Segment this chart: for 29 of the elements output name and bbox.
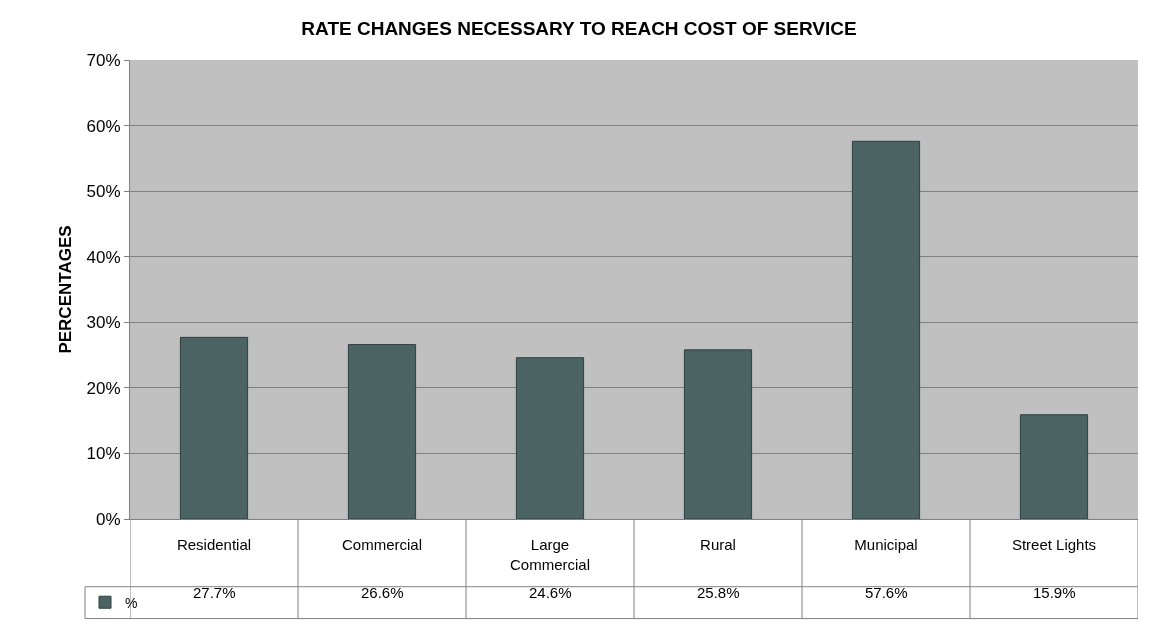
y-axis-title: PERCENTAGES xyxy=(56,225,76,354)
data-label: 27.7% xyxy=(193,584,236,601)
y-tick-label: 10% xyxy=(86,444,121,464)
y-tick-label: 0% xyxy=(96,509,121,529)
chart-title: RATE CHANGES NECESSARY TO REACH COST OF SERVICE xyxy=(301,18,857,40)
data-label: 57.6% xyxy=(865,584,908,601)
y-tick-label: 60% xyxy=(86,116,121,136)
data-label: 15.9% xyxy=(1033,584,1076,601)
bar xyxy=(515,357,585,519)
x-tick-label: Commercial xyxy=(341,536,423,553)
y-tick-label: 70% xyxy=(86,50,121,70)
x-tick-label: Large Commercial xyxy=(509,536,591,573)
data-label: 24.6% xyxy=(529,584,572,601)
x-tick-label: Rural xyxy=(700,536,736,553)
bar xyxy=(1019,414,1089,519)
bar xyxy=(347,344,417,519)
bar xyxy=(683,349,753,519)
x-tick-label: Residential xyxy=(176,536,252,553)
y-tick-label: 20% xyxy=(86,378,121,398)
bar xyxy=(851,140,921,519)
x-tick-label: Street Lights xyxy=(1011,536,1097,553)
data-label: 25.8% xyxy=(697,584,740,601)
bar xyxy=(179,336,249,519)
y-tick-label: 30% xyxy=(86,313,121,333)
x-tick-label: Municipal xyxy=(854,536,918,553)
y-tick-label: 50% xyxy=(86,182,121,202)
y-tick-label: 40% xyxy=(86,247,121,267)
data-label: 26.6% xyxy=(361,584,404,601)
legend-label: % xyxy=(125,594,138,611)
